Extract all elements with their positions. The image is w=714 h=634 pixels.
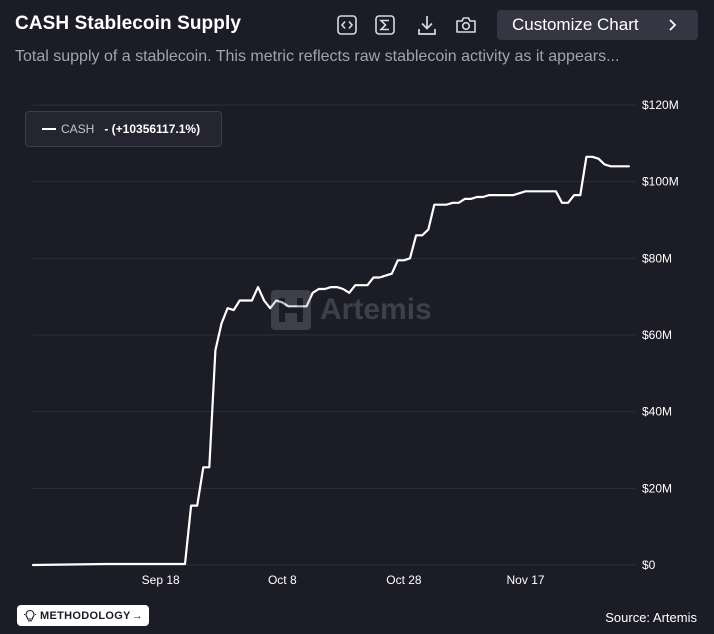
- download-button[interactable]: [412, 10, 442, 40]
- chart-subtitle: Total supply of a stablecoin. This metri…: [15, 48, 620, 65]
- artemis-watermark: Artemis: [270, 289, 432, 331]
- watermark-text: Artemis: [320, 293, 432, 326]
- series-line-cash: [31, 155, 631, 567]
- embed-button[interactable]: [332, 10, 362, 40]
- y-tick-label: $20M: [642, 481, 672, 495]
- chart-legend[interactable]: CASH - (+10356117.1%): [25, 111, 222, 147]
- y-tick-label: $0: [642, 558, 656, 572]
- y-tick-label: $80M: [642, 251, 672, 265]
- source-credit: Source: Artemis: [605, 610, 697, 625]
- y-tick-label: $100M: [642, 175, 679, 189]
- screenshot-button[interactable]: [451, 10, 481, 40]
- artemis-logo-icon: [271, 290, 311, 330]
- legend-swatch: [42, 128, 56, 130]
- customize-chart-label: Customize Chart: [512, 15, 639, 34]
- x-tick-label: Nov 17: [507, 573, 545, 587]
- customize-chart-button[interactable]: Customize Chart: [497, 10, 698, 40]
- y-tick-label: $40M: [642, 405, 672, 419]
- legend-series-name: CASH: [61, 122, 95, 136]
- lightbulb-icon: [24, 609, 36, 621]
- legend-change-value: - (+10356117.1%): [104, 122, 201, 136]
- formula-button[interactable]: [370, 10, 400, 40]
- methodology-button[interactable]: METHODOLOGY →: [17, 605, 149, 626]
- page-title: CASH Stablecoin Supply: [15, 13, 242, 34]
- camera-icon: [456, 17, 476, 33]
- arrow-right-icon: →: [131, 609, 143, 622]
- x-tick-label: Oct 28: [386, 573, 422, 587]
- methodology-label: METHODOLOGY: [40, 609, 131, 622]
- sigma-icon: [375, 15, 395, 35]
- embed-code-icon: [337, 15, 357, 35]
- y-tick-label: $60M: [642, 328, 672, 342]
- chevron-right-icon: [669, 19, 677, 31]
- y-tick-label: $120M: [642, 98, 679, 112]
- download-icon: [418, 16, 436, 35]
- x-tick-label: Sep 18: [142, 573, 180, 587]
- x-tick-label: Oct 8: [268, 573, 297, 587]
